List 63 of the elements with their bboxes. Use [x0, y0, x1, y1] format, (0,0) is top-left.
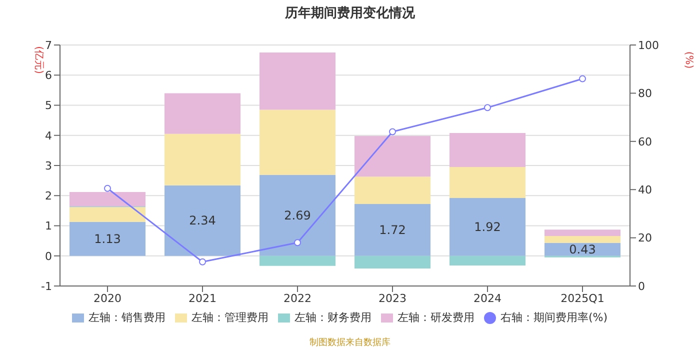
- y-tick-label: 0: [45, 250, 52, 263]
- data-label: 1.13: [94, 232, 121, 246]
- point: [294, 239, 301, 246]
- x-tick-label: 2024: [474, 292, 502, 305]
- y-tick-label: 7: [45, 38, 52, 52]
- y2-axis-title: (%): [683, 51, 694, 69]
- bar: [354, 176, 430, 204]
- data-label: 1.72: [379, 222, 406, 237]
- bar: [70, 192, 146, 206]
- point: [389, 128, 396, 136]
- y-tick-label: 3: [45, 159, 52, 172]
- legend-label: 右轴：期间费用率(%): [500, 311, 608, 324]
- chart-title: 历年期间费用变化情况: [284, 4, 416, 22]
- bar: [450, 198, 526, 256]
- bar: [70, 207, 146, 222]
- point: [199, 258, 206, 266]
- bar: [544, 230, 620, 236]
- legend-label: 左轴：管理费用: [191, 311, 268, 324]
- y-tick-label: 6: [45, 69, 52, 82]
- bar: [544, 242, 620, 256]
- text: 制图数据来自数据库: [308, 336, 392, 349]
- bar: [260, 174, 336, 256]
- bar: [164, 134, 240, 186]
- x-tick-label: 2025Q1: [560, 292, 604, 305]
- bar: [260, 110, 336, 175]
- bar: [450, 256, 526, 266]
- y2-tick-label: 60: [638, 135, 652, 148]
- data-label: 2.69: [284, 208, 311, 222]
- x-tick-label: 2020: [94, 292, 122, 305]
- bar: [354, 256, 430, 269]
- y-tick-label: 5: [45, 99, 52, 112]
- bar: [544, 236, 620, 243]
- y2-tick-label: 20: [638, 232, 652, 245]
- legend-label: 左轴：研发费用: [397, 311, 474, 324]
- bar: [260, 256, 336, 266]
- bar: [164, 185, 240, 256]
- point: [104, 184, 111, 192]
- point: [579, 75, 586, 82]
- data-label: 0.43: [569, 242, 596, 256]
- y-tick-label: 2: [45, 190, 52, 203]
- legend-label: 左轴：销售费用: [88, 311, 166, 324]
- bar: [354, 204, 430, 256]
- bar: [70, 222, 146, 256]
- y-tick-label: 4: [45, 129, 52, 142]
- data-label: 2.34: [189, 214, 216, 228]
- y-axis-title: (亿元): [33, 46, 44, 74]
- y-tick-label: 1: [45, 220, 52, 233]
- data-label: 1.92: [474, 220, 501, 234]
- y2-tick-label: 80: [638, 87, 652, 100]
- bar: [260, 52, 336, 110]
- x-tick-label: 2021: [188, 292, 216, 305]
- y2-tick-label: 40: [638, 184, 652, 197]
- bar: [450, 167, 526, 198]
- bar: [450, 132, 526, 168]
- y2-tick-label: 0: [638, 280, 645, 293]
- x-tick-label: 2022: [284, 292, 312, 305]
- y-tick-label: -1: [41, 280, 52, 293]
- bar: [354, 136, 430, 177]
- legend-label: 左轴：财务费用: [294, 311, 372, 324]
- x-tick-label: 2023: [378, 292, 406, 305]
- y2-tick-label: 100: [638, 38, 659, 52]
- bar: [164, 93, 240, 134]
- point: [484, 104, 491, 112]
